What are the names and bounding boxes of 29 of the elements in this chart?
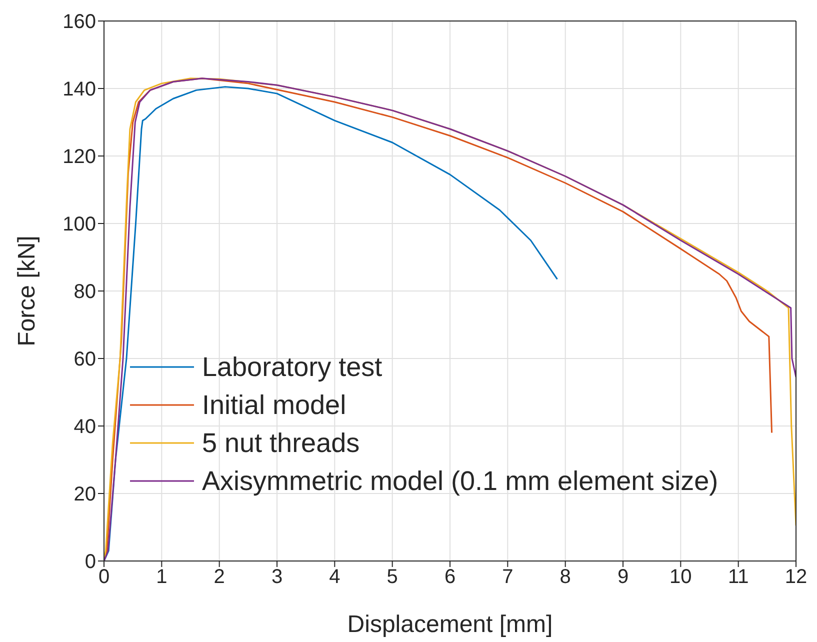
x-tick-label: 8	[560, 566, 571, 588]
y-tick-label: 80	[74, 281, 96, 304]
x-tick-label: 0	[98, 566, 110, 588]
line-series	[104, 86, 558, 561]
x-tick-label: 5	[386, 566, 398, 588]
y-tick-label: 0	[84, 551, 96, 574]
y-tick-label: 40	[74, 416, 96, 438]
y-tick-label: 100	[62, 214, 96, 236]
x-tick-label: 9	[617, 566, 629, 588]
y-tick-label: 120	[62, 146, 96, 168]
x-tick-label: 11	[728, 566, 749, 588]
x-axis-title: Displacement [mm]	[347, 611, 553, 638]
legend-label: Initial model	[202, 389, 346, 422]
x-tick-label: 6	[444, 566, 456, 588]
legend-label: Laboratory test	[202, 351, 382, 384]
x-tick-label: 10	[670, 566, 692, 588]
y-tick-label: 160	[62, 11, 96, 34]
x-tick-label: 1	[156, 566, 168, 588]
y-axis-title: Force [kN]	[14, 236, 41, 346]
y-tick-label: 140	[62, 78, 96, 101]
x-tick-label: 4	[329, 566, 340, 588]
x-tick-label: 3	[271, 566, 283, 588]
x-tick-label: 12	[784, 566, 808, 588]
x-tick-label: 7	[502, 566, 514, 588]
y-tick-label: 60	[74, 348, 96, 371]
legend-label: 5 nut threads	[202, 427, 360, 460]
x-tick-label: 2	[214, 566, 225, 588]
legend-label: Axisymmetric model (0.1 mm element size)	[202, 465, 718, 498]
y-tick-label: 20	[74, 484, 96, 506]
